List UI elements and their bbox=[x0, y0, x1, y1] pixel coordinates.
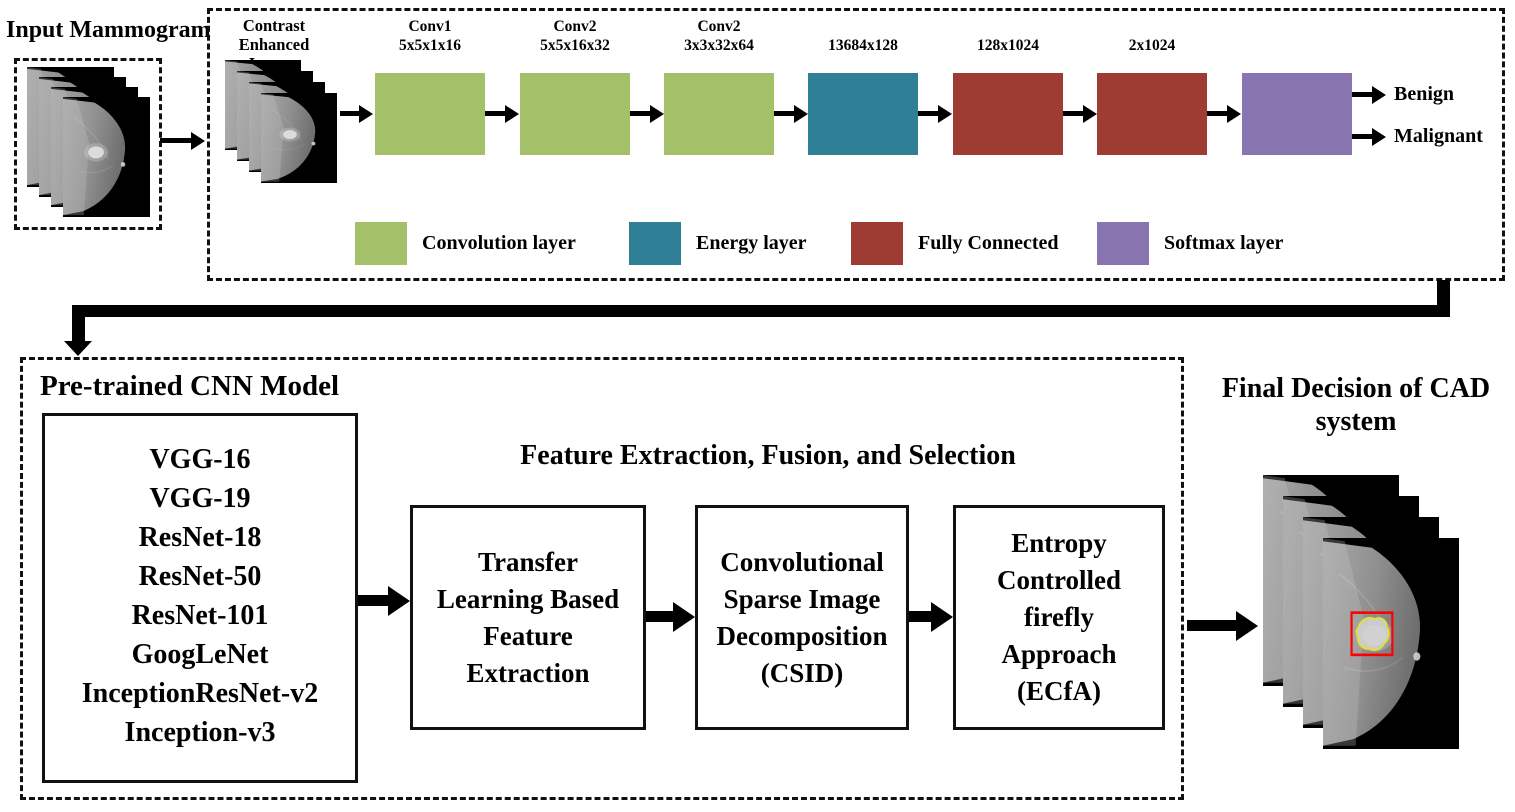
arrow-fc1-fc2 bbox=[1063, 104, 1097, 123]
arrow-softmax-malignant bbox=[1352, 127, 1386, 146]
arrow-fc2-softmax bbox=[1207, 104, 1241, 123]
conv2a-name: Conv2 bbox=[553, 18, 597, 35]
pretrained-cnn-model-list: VGG-16 VGG-19 ResNet-18 ResNet-50 ResNet… bbox=[42, 413, 358, 783]
connector-arrowhead-down bbox=[64, 341, 92, 356]
legend-swatch-energy bbox=[629, 222, 681, 265]
fc1-dims: 128x1024 bbox=[977, 37, 1039, 54]
contrast-enhanced-label-line1: Contrast Enhanced bbox=[238, 16, 310, 54]
arrow-to-final-decision bbox=[1187, 610, 1258, 641]
softmax-block bbox=[1242, 73, 1352, 155]
legend-label-convolution: Convolution layer bbox=[422, 232, 576, 254]
step-line: Transfer bbox=[478, 546, 578, 577]
csid-box: Convolutional Sparse Image Decomposition… bbox=[695, 505, 909, 730]
feature-section-title: Feature Extraction, Fusion, and Selectio… bbox=[520, 440, 1016, 471]
step-line: Controlled bbox=[996, 565, 1121, 595]
step-line: Decomposition bbox=[716, 620, 888, 651]
conv2a-dims: 5x5x16x32 bbox=[540, 37, 610, 54]
input-mammogram-box bbox=[14, 58, 162, 230]
legend-label-fully-connected: Fully Connected bbox=[918, 232, 1059, 254]
energy-block bbox=[808, 73, 918, 155]
legend-swatch-softmax bbox=[1097, 222, 1149, 265]
step-line: Approach bbox=[1001, 639, 1117, 669]
step-line: Learning Based bbox=[436, 583, 620, 614]
step-line: Sparse Image bbox=[723, 583, 881, 614]
arrow-conv2a-conv2b bbox=[630, 104, 664, 123]
model-item: VGG-16 bbox=[149, 444, 251, 475]
arrow-csid-to-ecfa bbox=[909, 601, 953, 632]
conv2a-block bbox=[520, 73, 630, 155]
conv2b-name: Conv2 bbox=[697, 18, 741, 35]
conv1-dims: 5x5x1x16 bbox=[399, 37, 461, 54]
model-item: VGG-19 bbox=[149, 483, 251, 514]
input-mammogram-title: Input Mammogram bbox=[6, 17, 211, 43]
arrow-enhanced-to-conv1 bbox=[340, 104, 373, 123]
legend-swatch-fully-connected bbox=[851, 222, 903, 265]
legend-label-energy: Energy layer bbox=[696, 232, 807, 254]
lesion-contour bbox=[1355, 616, 1390, 651]
fc1-block bbox=[953, 73, 1063, 155]
legend-swatch-convolution bbox=[355, 222, 407, 265]
conv2b-dims: 3x3x32x64 bbox=[684, 37, 754, 54]
energy-layer-dims: 13684x128 bbox=[828, 37, 898, 54]
arrow-transfer-to-csid bbox=[646, 601, 695, 632]
arrow-input-to-enhanced bbox=[160, 131, 205, 150]
arrow-energy-fc1 bbox=[918, 104, 952, 123]
conv1-name: Conv1 bbox=[408, 18, 452, 35]
mammogram-image-annotated bbox=[1323, 538, 1459, 749]
connector-vertical-left bbox=[72, 305, 85, 342]
mammogram-image bbox=[63, 97, 150, 217]
model-item: GoogLeNet bbox=[131, 639, 269, 670]
fc2-block bbox=[1097, 73, 1207, 155]
fc2-dims: 2x1024 bbox=[1128, 37, 1176, 54]
conv1-block bbox=[375, 73, 485, 155]
step-line: Feature bbox=[483, 620, 573, 651]
final-decision-title: Final Decision of CAD system bbox=[1200, 372, 1512, 438]
final-decision-title-line1: Final Decision of CAD bbox=[1221, 373, 1491, 404]
roi-box bbox=[1350, 611, 1394, 657]
step-line: firefly bbox=[1024, 602, 1094, 632]
ecfa-box: Entropy Controlled firefly Approach (ECf… bbox=[953, 505, 1165, 730]
transfer-learning-box: Transfer Learning Based Feature Extracti… bbox=[410, 505, 646, 730]
step-line: Entropy bbox=[1011, 528, 1107, 558]
step-line: (CSID) bbox=[760, 657, 844, 688]
final-decision-title-line2: system bbox=[1315, 406, 1397, 437]
model-item: ResNet-101 bbox=[131, 600, 269, 631]
model-item: ResNet-50 bbox=[138, 561, 262, 592]
bottom-section-box bbox=[20, 357, 1184, 800]
mammogram-image bbox=[261, 93, 337, 183]
output-malignant: Malignant bbox=[1394, 125, 1483, 147]
conv2b-block bbox=[664, 73, 774, 155]
cnn-pipeline-box bbox=[207, 8, 1505, 281]
input-mammogram-stack bbox=[27, 67, 150, 217]
contrast-enhanced-stack bbox=[225, 60, 337, 185]
arrow-conv1-conv2a bbox=[485, 104, 519, 123]
step-line: (ECfA) bbox=[1017, 676, 1101, 706]
step-line: Extraction bbox=[466, 657, 590, 688]
model-item: InceptionResNet-v2 bbox=[81, 678, 319, 709]
step-line: Convolutional bbox=[720, 546, 884, 577]
arrow-conv2b-energy bbox=[774, 104, 808, 123]
model-item: Inception-v3 bbox=[124, 717, 276, 748]
final-decision-stack bbox=[1263, 475, 1459, 749]
output-benign: Benign bbox=[1394, 83, 1455, 105]
pretrained-cnn-title: Pre-trained CNN Model bbox=[40, 370, 340, 402]
legend-label-softmax: Softmax layer bbox=[1164, 232, 1284, 254]
arrow-softmax-benign bbox=[1352, 85, 1386, 104]
arrow-models-to-transfer bbox=[358, 585, 410, 616]
model-item: ResNet-18 bbox=[138, 522, 262, 553]
connector-horizontal bbox=[72, 305, 1450, 317]
